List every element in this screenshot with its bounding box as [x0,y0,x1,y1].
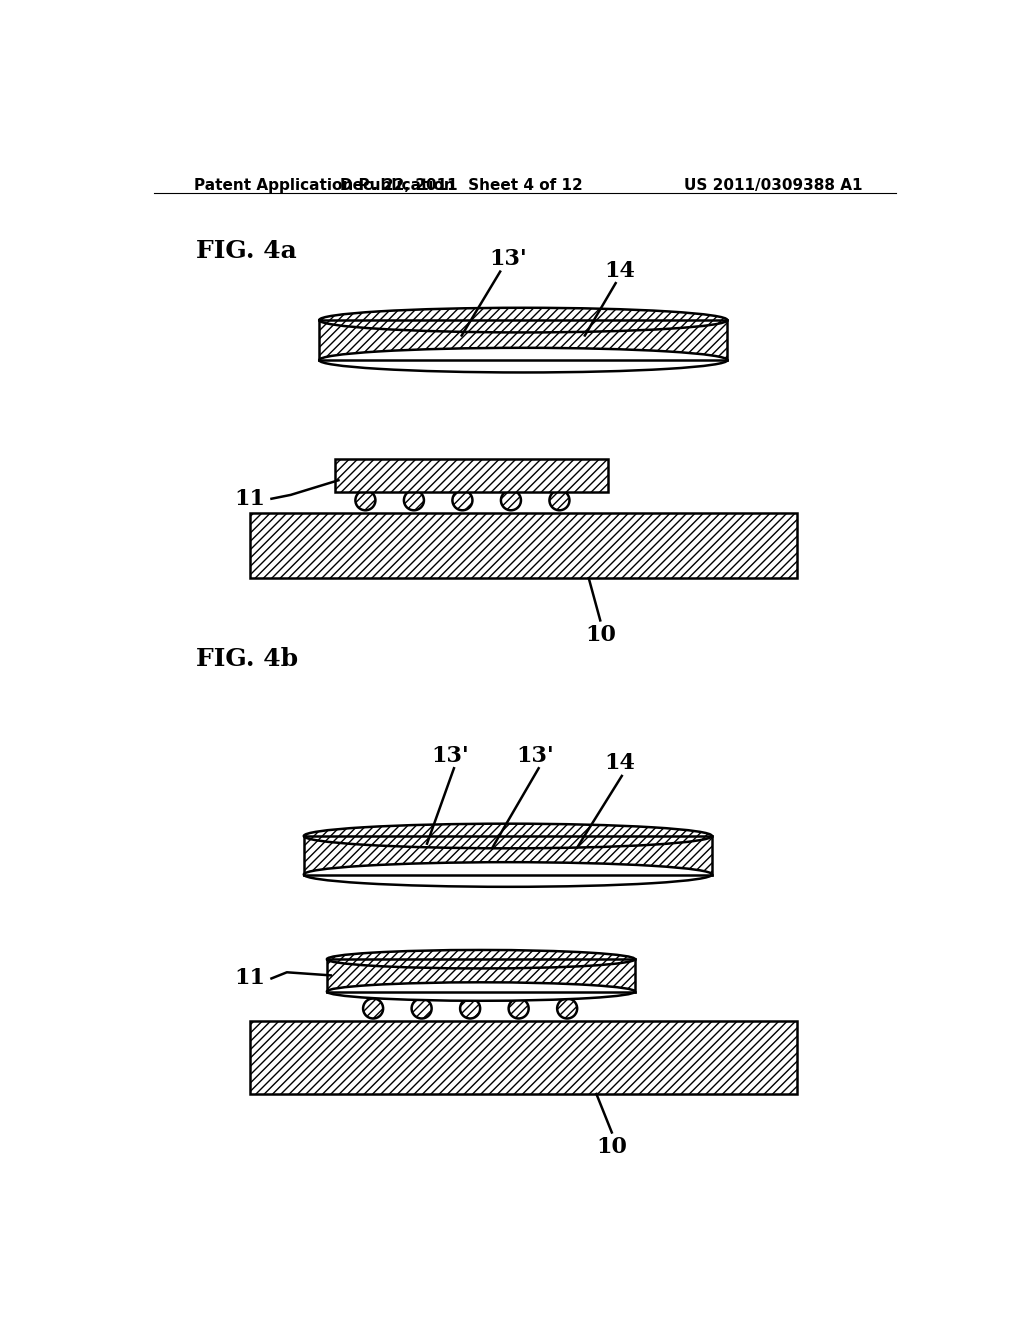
Text: FIG. 4a: FIG. 4a [196,239,297,263]
Bar [327,960,635,991]
Text: 13': 13' [431,744,469,767]
Text: 14: 14 [604,260,635,281]
Circle shape [355,490,376,511]
Circle shape [550,490,569,511]
Bar [335,459,608,492]
Text: 14: 14 [604,752,635,775]
Bar [250,1020,797,1094]
Text: Dec. 22, 2011  Sheet 4 of 12: Dec. 22, 2011 Sheet 4 of 12 [340,178,583,193]
Text: FIG. 4b: FIG. 4b [196,647,298,672]
Ellipse shape [327,982,635,1001]
Text: 11: 11 [234,968,265,990]
Ellipse shape [304,824,712,849]
Text: US 2011/0309388 A1: US 2011/0309388 A1 [684,178,862,193]
Circle shape [403,490,424,511]
Circle shape [501,490,521,511]
Ellipse shape [319,348,727,372]
Text: Patent Application Publication: Patent Application Publication [194,178,455,193]
Text: 13': 13' [516,744,554,767]
Text: 10: 10 [585,624,615,647]
Circle shape [364,998,383,1019]
Circle shape [557,998,578,1019]
Text: 11: 11 [234,488,265,510]
Bar [319,321,727,360]
Bar [250,512,797,578]
Circle shape [460,998,480,1019]
Ellipse shape [304,862,712,887]
Circle shape [509,998,528,1019]
Text: 10: 10 [596,1137,628,1159]
Bar [304,836,712,875]
Ellipse shape [327,950,635,969]
Text: 13': 13' [489,248,526,271]
Ellipse shape [319,308,727,333]
Circle shape [453,490,472,511]
Circle shape [412,998,432,1019]
